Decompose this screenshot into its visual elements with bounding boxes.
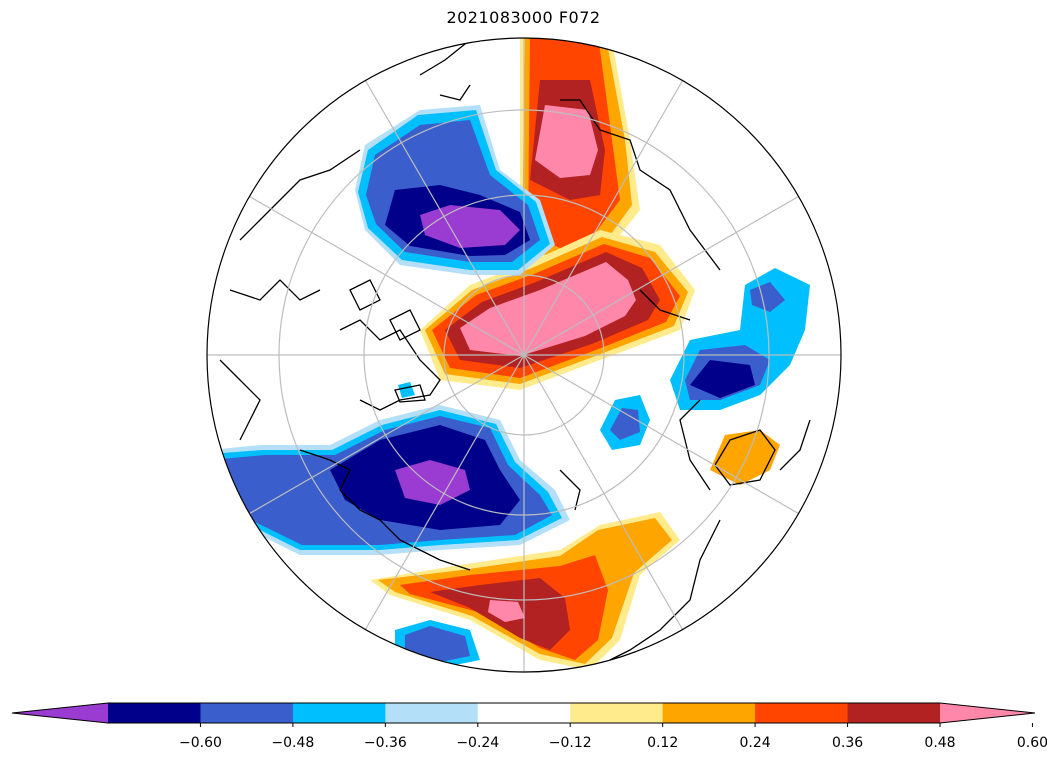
positive-anomaly-central [420, 230, 695, 390]
colorbar-segment [385, 703, 479, 723]
colorbar-tick-label: −0.48 [271, 735, 315, 751]
colorbar-tick-label: −0.24 [456, 735, 500, 751]
colorbar-segment [292, 703, 386, 723]
gridlines [207, 38, 841, 672]
colorbar-tick-label: −0.12 [548, 735, 592, 751]
negative-anomaly-northwest [355, 105, 555, 275]
colorbar-tick-label: 0.36 [831, 735, 864, 751]
colorbar-segment [570, 703, 664, 723]
colorbar-tick-label: −0.60 [178, 735, 222, 751]
colorbar-tick-label: 0.60 [1016, 735, 1047, 751]
colorbar-segment [108, 703, 201, 723]
colorbar-segment [477, 703, 571, 723]
colorbar-segment [662, 703, 756, 723]
map-plot-area [207, 38, 841, 672]
positive-anomaly-north [520, 38, 640, 270]
colorbar-tick-label: −0.36 [363, 735, 407, 751]
colorbar-segment [755, 703, 849, 723]
colorbar-segment [847, 703, 941, 723]
colorbar-tick-label: 0.24 [739, 735, 771, 751]
negative-anomaly-east [395, 268, 810, 670]
colorbar [11, 702, 1036, 727]
colorbar-extend-high [940, 703, 1035, 723]
map-boundary [206, 37, 842, 673]
map-title: 2021083000 F072 [446, 8, 601, 27]
colorbar-segment [200, 703, 294, 723]
positive-anomaly-east [710, 430, 780, 485]
colorbar-tick-label: 0.12 [647, 735, 679, 751]
colorbar-extend-low [12, 703, 108, 723]
colorbar-outline [11, 702, 1036, 724]
colorbar-tick-label: 0.48 [924, 735, 956, 751]
negative-anomaly-southwest [210, 405, 570, 555]
positive-anomaly-south [370, 512, 680, 670]
